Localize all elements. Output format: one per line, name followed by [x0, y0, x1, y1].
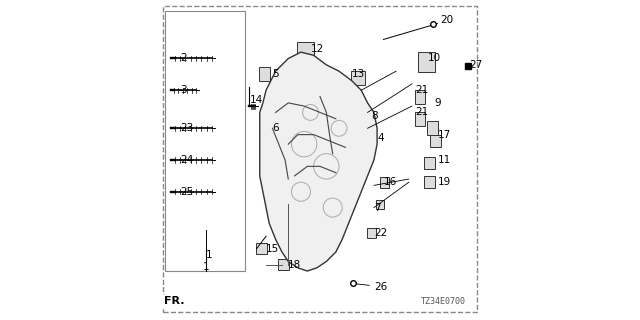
Text: 7: 7 — [374, 203, 381, 212]
FancyBboxPatch shape — [424, 157, 435, 169]
Text: 20: 20 — [440, 15, 454, 25]
Text: 8: 8 — [371, 111, 378, 121]
Text: 25: 25 — [180, 187, 194, 197]
FancyBboxPatch shape — [256, 244, 267, 254]
Text: 16: 16 — [383, 177, 397, 187]
Text: 26: 26 — [374, 282, 387, 292]
Text: 27: 27 — [469, 60, 483, 70]
Text: 1: 1 — [202, 261, 209, 271]
FancyBboxPatch shape — [428, 121, 438, 135]
Text: 4: 4 — [377, 133, 384, 143]
Text: 14: 14 — [250, 95, 264, 105]
Text: 22: 22 — [374, 228, 387, 238]
Text: 10: 10 — [428, 53, 441, 63]
FancyBboxPatch shape — [367, 228, 376, 238]
Polygon shape — [260, 52, 377, 271]
Text: TZ34E0700: TZ34E0700 — [421, 297, 466, 306]
FancyBboxPatch shape — [380, 177, 389, 188]
Text: 3: 3 — [180, 85, 187, 95]
Text: 24: 24 — [180, 155, 194, 165]
FancyBboxPatch shape — [415, 112, 426, 126]
Text: 9: 9 — [434, 98, 441, 108]
Text: 17: 17 — [437, 130, 451, 140]
FancyBboxPatch shape — [163, 6, 477, 312]
Text: FR.: FR. — [164, 296, 184, 306]
Text: 2: 2 — [180, 53, 187, 63]
Text: 12: 12 — [310, 44, 324, 54]
FancyBboxPatch shape — [164, 11, 246, 271]
Text: 23: 23 — [180, 123, 194, 133]
Text: 19: 19 — [437, 177, 451, 187]
Text: 6: 6 — [273, 123, 279, 133]
FancyBboxPatch shape — [259, 68, 270, 81]
Text: 18: 18 — [288, 260, 301, 270]
FancyBboxPatch shape — [415, 90, 426, 104]
FancyBboxPatch shape — [418, 52, 435, 72]
Text: 11: 11 — [437, 155, 451, 165]
Text: 5: 5 — [273, 69, 279, 79]
Text: 21: 21 — [415, 108, 428, 117]
FancyBboxPatch shape — [376, 200, 384, 209]
Text: 15: 15 — [266, 244, 279, 254]
FancyBboxPatch shape — [430, 135, 441, 147]
Text: 21: 21 — [415, 85, 428, 95]
Text: 1: 1 — [206, 250, 212, 260]
FancyBboxPatch shape — [297, 42, 314, 56]
FancyBboxPatch shape — [351, 70, 365, 84]
FancyBboxPatch shape — [424, 176, 435, 188]
FancyBboxPatch shape — [278, 259, 289, 270]
Text: 13: 13 — [352, 69, 365, 79]
